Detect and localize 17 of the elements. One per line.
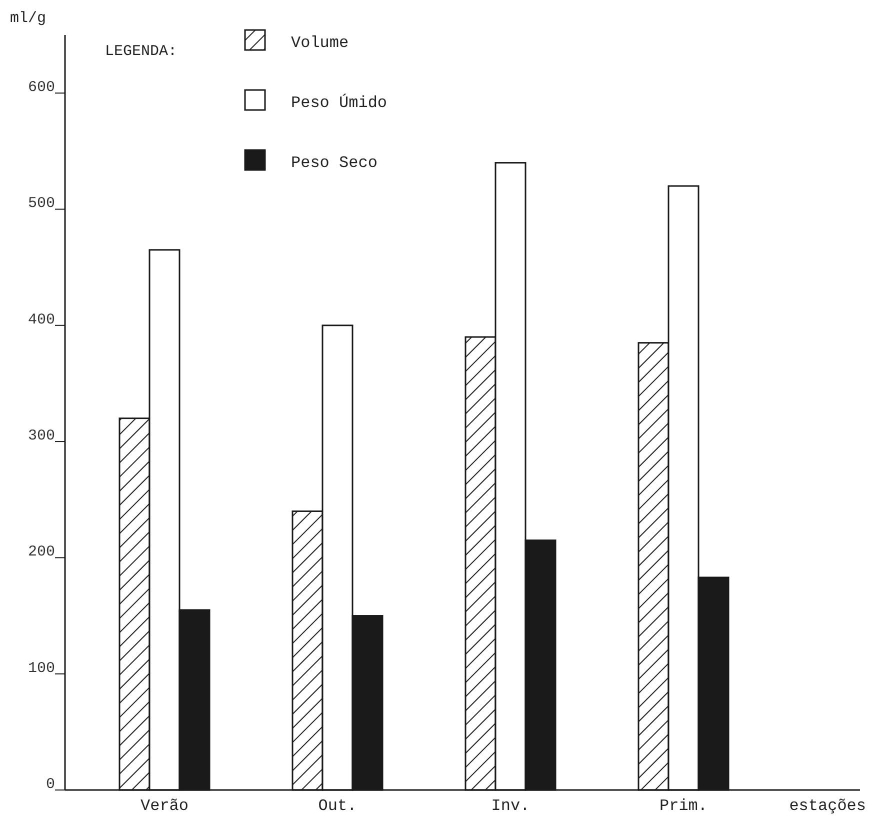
y-tick-label: 100 <box>28 660 55 677</box>
y-tick-label: 600 <box>28 79 55 96</box>
legend-title: LEGENDA: <box>105 43 178 60</box>
y-tick-label: 500 <box>28 195 55 212</box>
y-tick-label: 0 <box>46 776 55 793</box>
x-tick-label: Prim. <box>659 797 708 815</box>
y-tick-label: 400 <box>28 311 55 328</box>
x-tick-label: Out. <box>318 797 357 815</box>
x-axis-title: estações <box>789 797 866 815</box>
legend-label: Peso Úmido <box>291 93 388 112</box>
x-tick-label: Inv. <box>491 797 530 815</box>
x-tick-label: Verão <box>140 797 189 815</box>
y-tick-label: 200 <box>28 544 55 561</box>
y-tick-label: 300 <box>28 428 55 445</box>
legend-label: Volume <box>291 34 349 52</box>
y-axis-title: ml/g <box>10 10 46 27</box>
legend-label: Peso Seco <box>291 154 378 172</box>
